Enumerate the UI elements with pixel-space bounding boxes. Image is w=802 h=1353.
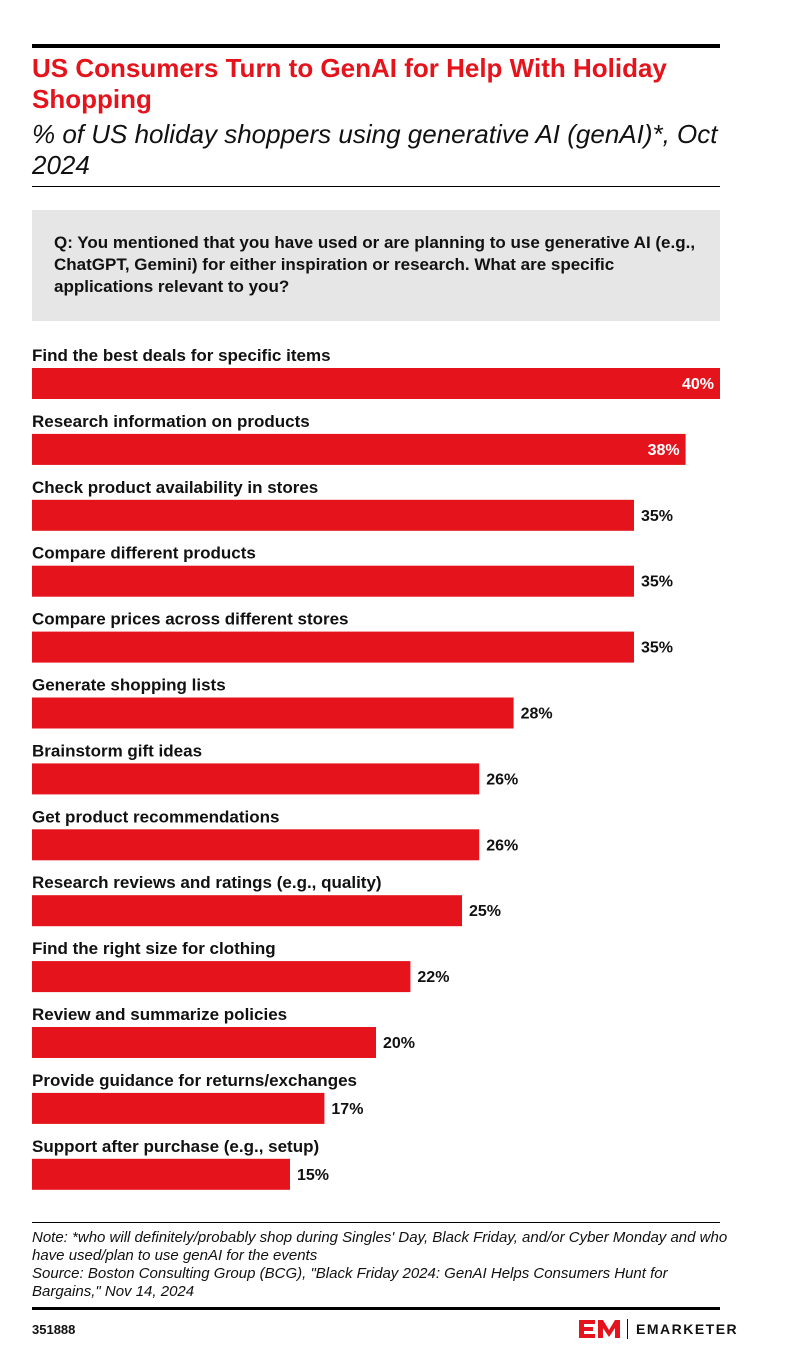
top-rule xyxy=(32,44,720,48)
chart-title: US Consumers Turn to GenAI for Help With… xyxy=(32,53,667,114)
value-label: 35% xyxy=(641,640,673,657)
value-label: 25% xyxy=(469,903,501,920)
question-box: Q: You mentioned that you have used or a… xyxy=(32,210,720,321)
value-label: 35% xyxy=(641,508,673,525)
bar xyxy=(32,1027,376,1058)
value-label: 38% xyxy=(648,442,680,459)
category-label: Research reviews and ratings (e.g., qual… xyxy=(32,873,382,892)
value-label: 35% xyxy=(641,574,673,591)
category-label: Brainstorm gift ideas xyxy=(32,741,202,760)
bar xyxy=(32,1158,290,1190)
bar xyxy=(32,565,634,597)
value-label: 15% xyxy=(297,1167,329,1184)
bar xyxy=(32,829,480,861)
bar xyxy=(32,697,514,729)
category-label: Compare different products xyxy=(32,544,256,563)
bar xyxy=(32,368,720,399)
category-label: Provide guidance for returns/exchanges xyxy=(32,1071,357,1090)
bar xyxy=(32,499,634,531)
value-label: 22% xyxy=(417,969,449,986)
category-label: Find the right size for clothing xyxy=(32,939,276,958)
value-label: 17% xyxy=(331,1101,363,1118)
category-label: Compare prices across different stores xyxy=(32,610,349,629)
emarketer-logo-icon xyxy=(579,1320,620,1338)
category-label: Research information on products xyxy=(32,412,310,431)
bar xyxy=(32,1092,325,1124)
bar xyxy=(32,961,411,993)
note-rule xyxy=(32,1222,720,1223)
brand-logo: EMARKETER xyxy=(579,1317,738,1341)
subtitle-rule xyxy=(32,186,720,187)
chart-subtitle: % of US holiday shoppers using generativ… xyxy=(32,119,718,180)
chart-id: 351888 xyxy=(32,1322,76,1337)
bar xyxy=(32,631,634,663)
category-label: Support after purchase (e.g., setup) xyxy=(32,1137,319,1156)
category-label: Review and summarize policies xyxy=(32,1005,287,1024)
footnote: Note: *who will definitely/probably shop… xyxy=(32,1229,732,1301)
category-label: Generate shopping lists xyxy=(32,676,226,695)
category-label: Find the best deals for specific items xyxy=(32,346,331,365)
value-label: 40% xyxy=(682,376,714,393)
source-text: Source: Boston Consulting Group (BCG), "… xyxy=(32,1265,668,1300)
value-label: 20% xyxy=(383,1035,415,1052)
category-label: Check product availability in stores xyxy=(32,478,318,497)
bottom-rule xyxy=(32,1307,720,1310)
category-label: Get product recommendations xyxy=(32,807,279,826)
bar xyxy=(32,895,462,927)
value-label: 26% xyxy=(486,837,518,854)
bar xyxy=(32,763,480,795)
question-text: Q: You mentioned that you have used or a… xyxy=(54,233,696,296)
brand-separator xyxy=(627,1319,628,1339)
bar xyxy=(32,433,686,465)
note-text: Note: *who will definitely/probably shop… xyxy=(32,1229,728,1264)
brand-name: EMARKETER xyxy=(636,1321,739,1337)
value-label: 28% xyxy=(521,706,553,723)
value-label: 26% xyxy=(486,771,518,788)
